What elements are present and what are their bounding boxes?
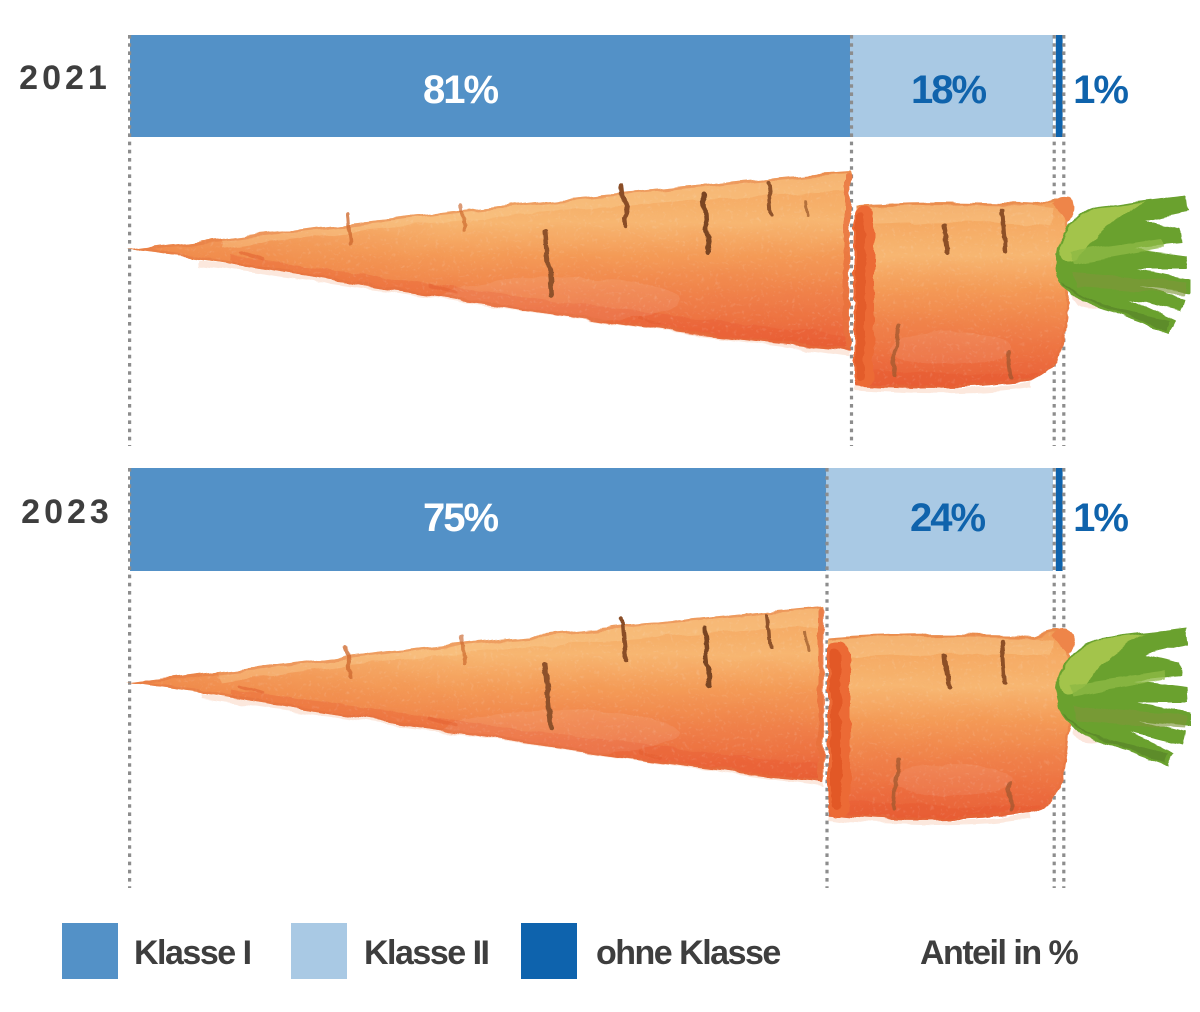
- svg-text:75%: 75%: [423, 496, 498, 540]
- svg-text:18%: 18%: [911, 68, 986, 112]
- svg-text:2021: 2021: [19, 59, 111, 97]
- svg-text:Klasse II: Klasse II: [364, 934, 489, 972]
- svg-text:Anteil in %: Anteil in %: [920, 934, 1079, 972]
- svg-text:1%: 1%: [1073, 496, 1128, 540]
- svg-text:24%: 24%: [910, 496, 985, 540]
- svg-text:ohne Klasse: ohne Klasse: [596, 934, 780, 972]
- svg-text:2023: 2023: [21, 493, 113, 531]
- svg-text:1%: 1%: [1073, 68, 1128, 112]
- svg-text:81%: 81%: [423, 68, 498, 112]
- svg-text:Klasse I: Klasse I: [134, 934, 251, 972]
